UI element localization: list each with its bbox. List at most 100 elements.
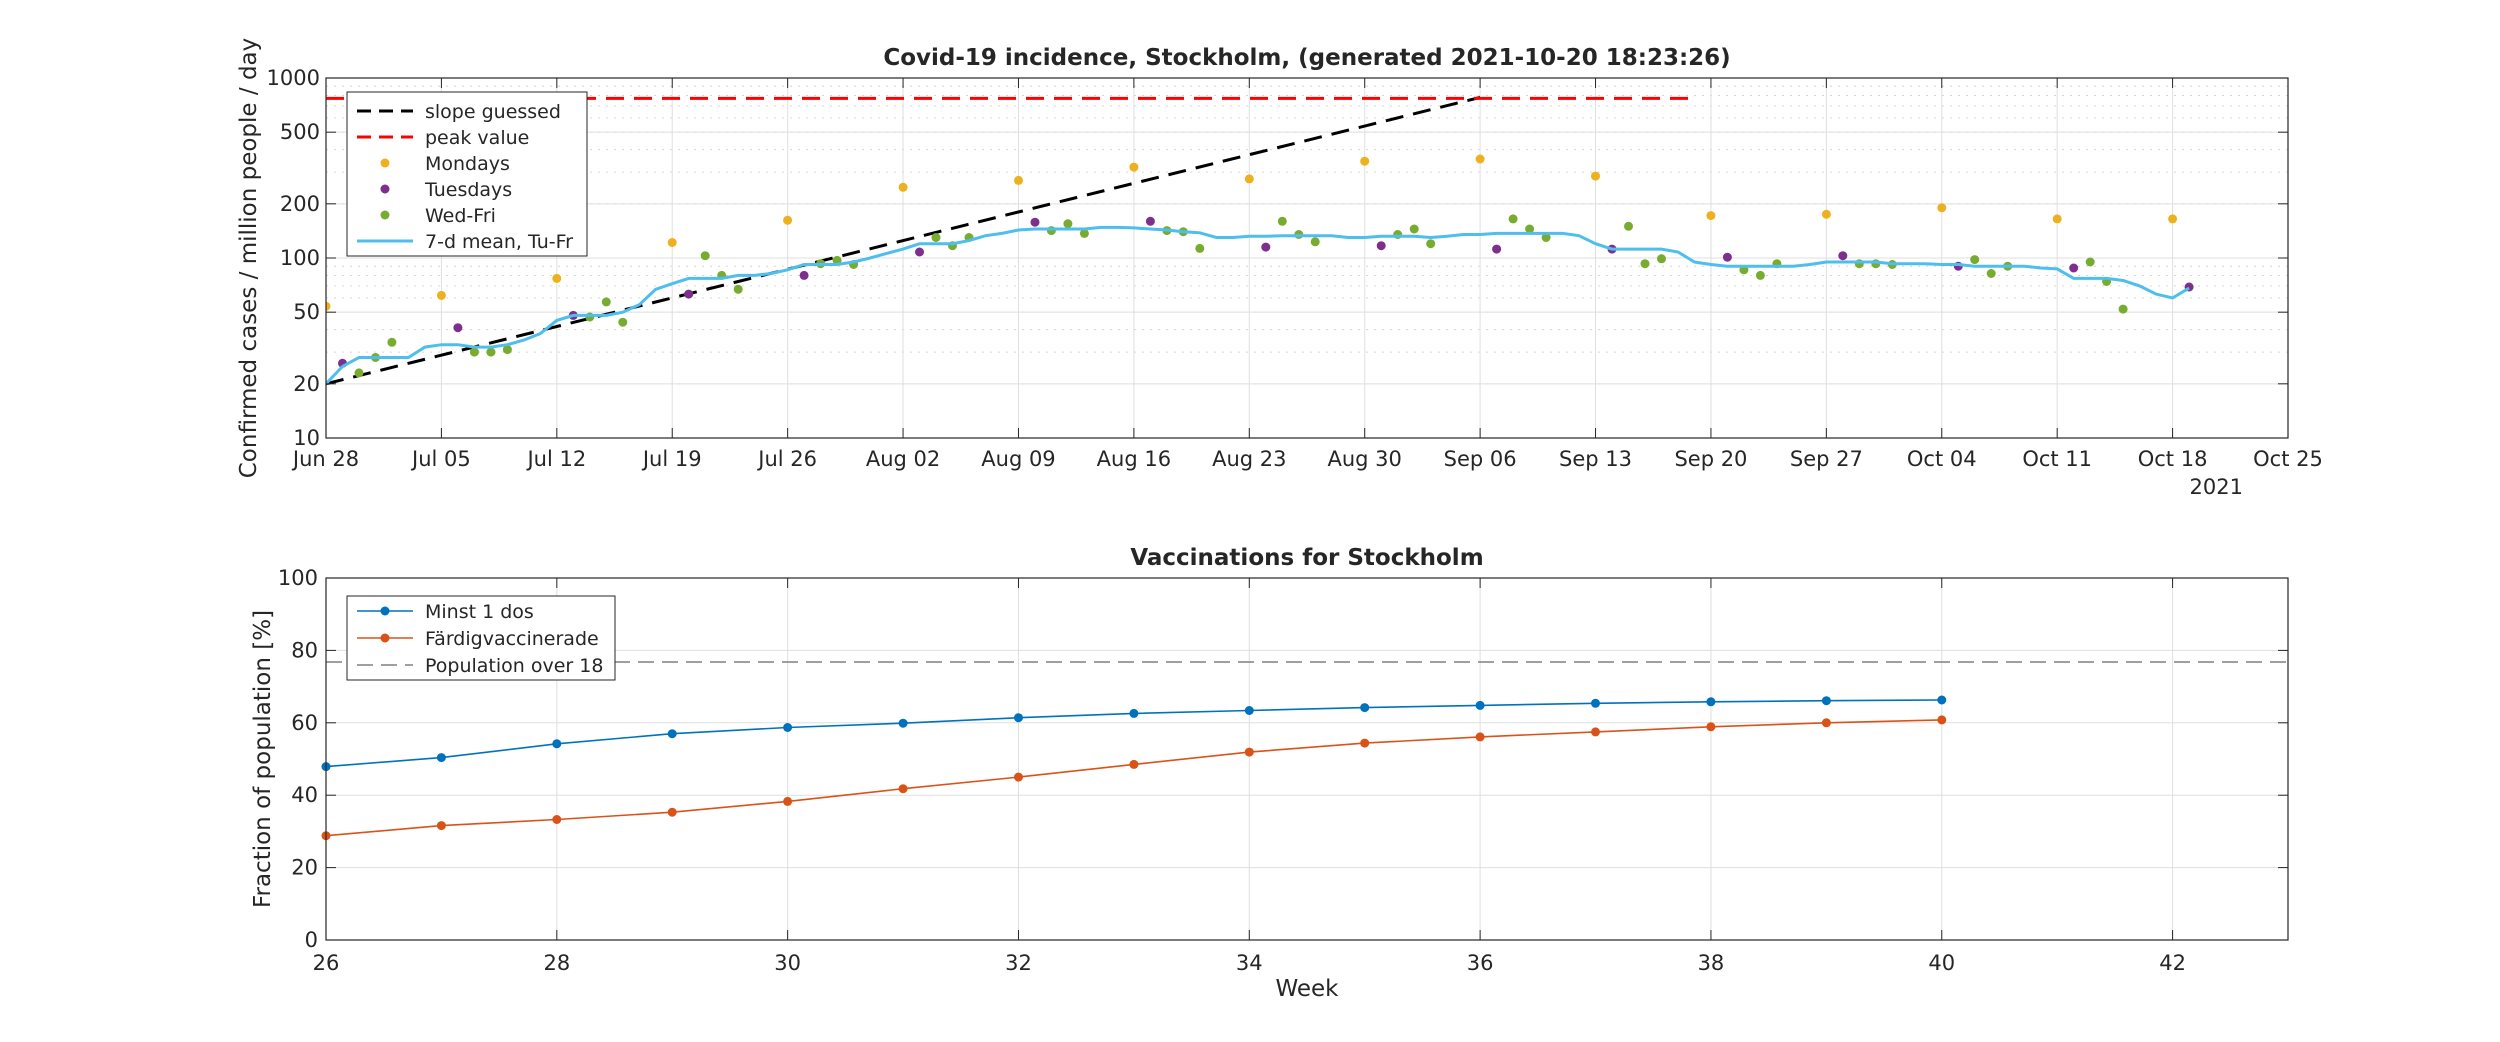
data-point-full xyxy=(1706,722,1716,732)
data-point-wedfri xyxy=(1755,270,1765,280)
legend-swatch xyxy=(380,158,390,168)
data-point-wedfri xyxy=(1063,219,1073,229)
legend-label: peak value xyxy=(425,127,529,149)
legend-swatch-marker xyxy=(380,606,390,616)
legend-label: Minst 1 dos xyxy=(425,601,534,623)
x-tick-label: Jul 26 xyxy=(756,447,817,471)
data-point-wedfri xyxy=(1079,228,1089,238)
legend: slope guessed peak value Mondays Tuesdays We… xyxy=(346,91,588,257)
legend: Minst 1 dos Färdigvaccinerade Population o… xyxy=(346,595,616,681)
x-tick-label: Jul 19 xyxy=(641,447,702,471)
data-point-mondays xyxy=(326,301,331,311)
data-point-mondays xyxy=(898,182,908,192)
x-tick-label: 30 xyxy=(774,951,801,975)
data-point-full xyxy=(1937,715,1947,725)
x-tick-label: Oct 18 xyxy=(2138,447,2208,471)
data-point-tuesdays xyxy=(1145,216,1155,226)
data-point-wedfri xyxy=(1195,243,1205,253)
data-point-dose1 xyxy=(1129,708,1139,718)
series-line-5 xyxy=(326,225,2190,385)
data-point-wedfri xyxy=(1541,233,1551,242)
legend-label: Tuesdays xyxy=(424,179,512,201)
data-point-mondays xyxy=(1937,203,1947,213)
y-tick-label: 100 xyxy=(278,566,318,590)
y-tick-label: 1000 xyxy=(267,66,320,90)
x-year-label: 2021 xyxy=(2190,475,2243,499)
data-point-tuesdays xyxy=(1722,252,1732,262)
x-axis-label: Week xyxy=(1275,976,1339,1002)
data-point-tuesdays xyxy=(453,323,463,333)
data-point-full xyxy=(436,821,446,831)
x-tick-label: 36 xyxy=(1467,951,1494,975)
y-tick-label: 20 xyxy=(291,856,318,880)
data-point-mondays xyxy=(1129,162,1139,172)
data-point-wedfri xyxy=(1046,226,1056,236)
y-tick-label: 40 xyxy=(291,783,318,807)
data-point-dose1 xyxy=(898,718,908,728)
x-tick-label: 42 xyxy=(2159,951,2186,975)
legend-box xyxy=(346,91,588,257)
x-tick-label: Oct 04 xyxy=(1907,447,1977,471)
legend-swatch-marker xyxy=(380,633,390,643)
data-point-mondays xyxy=(1706,211,1716,221)
data-point-wedfri xyxy=(601,297,611,307)
data-point-tuesdays xyxy=(2069,263,2079,273)
x-tick-label: 32 xyxy=(1005,951,1032,975)
data-point-wedfri xyxy=(1426,239,1436,249)
data-point-wedfri xyxy=(1525,224,1535,234)
data-point-dose1 xyxy=(1475,700,1485,710)
y-axis-label: Confirmed cases / million people / day xyxy=(236,38,262,479)
x-tick-label: 38 xyxy=(1698,951,1725,975)
data-point-dose1 xyxy=(436,753,446,763)
x-tick-label: Aug 09 xyxy=(981,447,1055,471)
plot-area xyxy=(326,578,2288,940)
x-tick-label: Jun 28 xyxy=(291,447,359,471)
vaccination-chart: 26 28 30 32 34 36 38 40 42 0 20 40 60 80 100 Vaccinatio… xyxy=(250,545,2289,1002)
data-point-wedfri xyxy=(585,312,595,322)
data-point-full xyxy=(667,807,677,817)
y-tick-label: 20 xyxy=(293,372,320,396)
data-point-dose1 xyxy=(1360,703,1370,713)
y-tick-label: 10 xyxy=(293,426,320,450)
data-point-dose1 xyxy=(1937,695,1947,705)
data-point-mondays xyxy=(667,238,677,247)
y-tick-label: 0 xyxy=(305,928,318,952)
data-point-dose1 xyxy=(1244,706,1254,715)
data-point-full xyxy=(1129,759,1139,769)
data-point-wedfri xyxy=(1508,214,1518,224)
data-point-mondays xyxy=(1014,175,1023,185)
x-tick-label: 34 xyxy=(1236,951,1263,975)
x-tick-label: Sep 13 xyxy=(1559,447,1632,471)
data-point-wedfri xyxy=(1970,255,1980,265)
y-tick-label: 80 xyxy=(291,638,318,662)
data-point-mondays xyxy=(1475,154,1485,164)
x-tick-label: Oct 25 xyxy=(2253,447,2323,471)
data-point-tuesdays xyxy=(915,247,924,257)
data-point-full xyxy=(1821,718,1831,728)
data-point-dose1 xyxy=(552,739,562,749)
data-point-dose1 xyxy=(667,729,677,739)
y-axis-label: Fraction of population [%] xyxy=(250,610,276,908)
data-point-wedfri xyxy=(1657,254,1666,264)
data-point-wedfri xyxy=(733,284,743,294)
x-tick-label: 40 xyxy=(1928,951,1955,975)
data-point-full xyxy=(1244,747,1254,757)
x-tick-label: Aug 16 xyxy=(1097,447,1171,471)
legend-label: Population over 18 xyxy=(425,655,603,677)
data-point-mondays xyxy=(1360,156,1370,166)
data-point-mondays xyxy=(1591,171,1600,181)
data-point-mondays xyxy=(783,215,793,225)
axes-box xyxy=(325,577,2289,941)
data-point-wedfri xyxy=(2118,304,2128,314)
y-tick-label: 50 xyxy=(293,300,320,324)
data-point-mondays xyxy=(1821,209,1831,219)
data-point-wedfri xyxy=(1277,216,1287,226)
y-tick-label: 60 xyxy=(291,711,318,735)
data-point-dose1 xyxy=(1591,698,1600,708)
x-tick-label: Jul 12 xyxy=(525,447,586,471)
data-point-wedfri xyxy=(700,251,710,261)
legend-label: Wed-Fri xyxy=(425,205,496,227)
legend-label: slope guessed xyxy=(425,101,561,123)
data-point-mondays xyxy=(552,273,562,283)
data-point-mondays xyxy=(2052,214,2062,224)
